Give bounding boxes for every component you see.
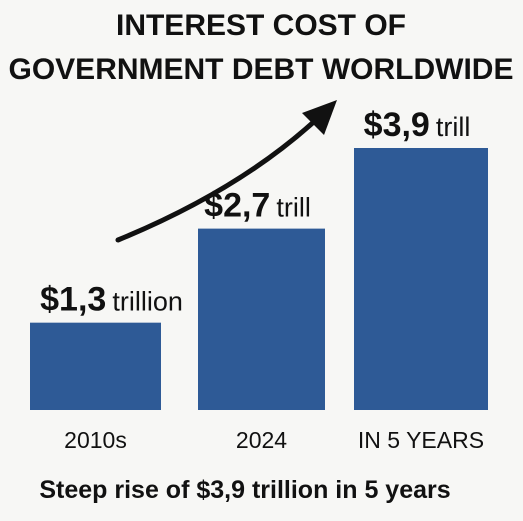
data-label-1: $1,3 trillion [40, 281, 183, 319]
bar-1 [30, 322, 161, 410]
data-label-amount-3: $3,9 [364, 106, 430, 144]
data-label-3: $3,9 trill [364, 106, 471, 144]
data-label-unit-3: trill [436, 112, 471, 142]
category-label-3: IN 5 YEARS [358, 427, 484, 453]
category-label-1: 2010s [64, 427, 127, 453]
data-label-unit-2: trill [276, 193, 311, 223]
data-label-amount-1: $1,3 [40, 281, 106, 319]
data-label-2: $2,7 trill [204, 187, 311, 225]
bar-3 [354, 148, 488, 410]
data-label-unit-1: trillion [112, 287, 183, 317]
chart-title-line-2: GOVERNMENT DEBT WORLDWIDE [9, 53, 514, 86]
trend-arrow-head-icon [302, 100, 337, 135]
chart-caption: Steep rise of $3,9 trillion in 5 years [39, 476, 450, 504]
category-label-2: 2024 [236, 427, 287, 453]
bar-2 [198, 228, 325, 410]
chart-title-line-1: INTEREST COST OF [116, 9, 406, 42]
trend-arrow-shaft [115, 115, 321, 243]
